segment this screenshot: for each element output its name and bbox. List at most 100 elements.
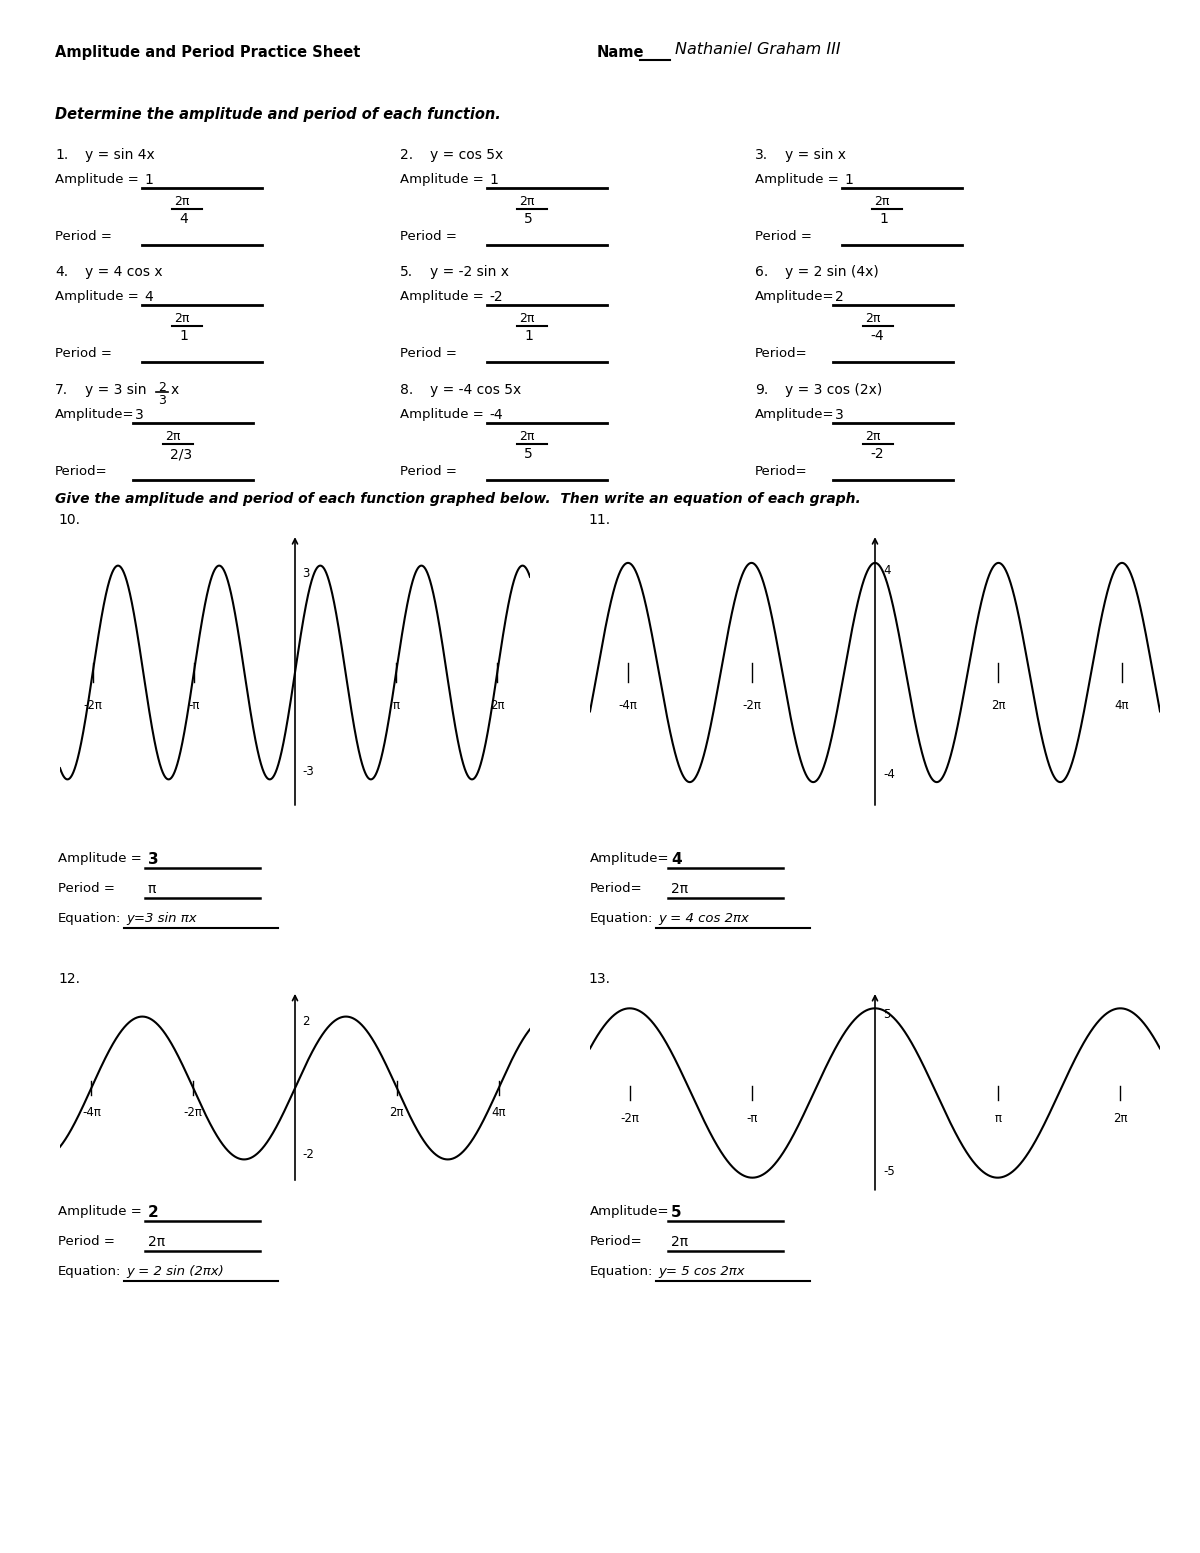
Text: 5.: 5.: [400, 266, 413, 280]
Text: 2.: 2.: [400, 148, 413, 162]
Text: 2π: 2π: [520, 196, 534, 208]
Text: 2: 2: [835, 290, 844, 304]
Text: Amplitude and Period Practice Sheet: Amplitude and Period Practice Sheet: [55, 45, 360, 61]
Text: 8.: 8.: [400, 384, 413, 398]
Text: 2π: 2π: [520, 312, 534, 325]
Text: 2π: 2π: [490, 699, 504, 711]
Text: -3: -3: [302, 766, 314, 778]
Text: Period=: Period=: [55, 464, 108, 478]
Text: 3: 3: [148, 853, 158, 867]
Text: Give the amplitude and period of each function graphed below.  Then write an equ: Give the amplitude and period of each fu…: [55, 492, 860, 506]
Text: 1: 1: [144, 172, 152, 186]
Text: 13.: 13.: [588, 972, 610, 986]
Text: Amplitude=: Amplitude=: [590, 853, 670, 865]
Text: 3: 3: [134, 408, 144, 422]
Text: -4: -4: [870, 329, 883, 343]
Text: 2π: 2π: [174, 312, 190, 325]
Text: 3: 3: [158, 394, 166, 407]
Text: 1.: 1.: [55, 148, 68, 162]
Text: Amplitude =: Amplitude =: [55, 172, 143, 186]
Text: 7.: 7.: [55, 384, 68, 398]
Text: 2π: 2π: [1114, 1112, 1128, 1126]
Text: 3: 3: [835, 408, 844, 422]
Text: Period =: Period =: [55, 230, 116, 242]
Text: Determine the amplitude and period of each function.: Determine the amplitude and period of ea…: [55, 107, 500, 123]
Text: -5: -5: [883, 1165, 895, 1179]
Text: Amplitude=: Amplitude=: [755, 408, 834, 421]
Text: Amplitude =: Amplitude =: [400, 290, 488, 303]
Text: y = 4 cos x: y = 4 cos x: [85, 266, 163, 280]
Text: Period =: Period =: [755, 230, 816, 242]
Text: -2π: -2π: [742, 699, 761, 711]
Text: Amplitude=: Amplitude=: [755, 290, 834, 303]
Text: 5: 5: [524, 213, 533, 227]
Text: 2π: 2π: [671, 882, 688, 896]
Text: y = sin 4x: y = sin 4x: [85, 148, 155, 162]
Text: -2: -2: [870, 447, 883, 461]
Text: 4: 4: [179, 213, 187, 227]
Text: 4.: 4.: [55, 266, 68, 280]
Text: Amplitude =: Amplitude =: [58, 1205, 146, 1218]
Text: 4: 4: [671, 853, 682, 867]
Text: 2π: 2π: [874, 196, 889, 208]
Text: 4: 4: [144, 290, 152, 304]
Text: Amplitude =: Amplitude =: [55, 290, 143, 303]
Text: Period =: Period =: [55, 346, 116, 360]
Text: Period =: Period =: [400, 230, 461, 242]
Text: 2: 2: [148, 1205, 158, 1221]
Text: y = 2 sin (4x): y = 2 sin (4x): [785, 266, 878, 280]
Text: Amplitude =: Amplitude =: [755, 172, 842, 186]
Text: 1: 1: [844, 172, 853, 186]
Text: Period=: Period=: [590, 882, 643, 895]
Text: -2: -2: [302, 1148, 314, 1162]
Text: Period=: Period=: [755, 346, 808, 360]
Text: y = 4 cos 2πx: y = 4 cos 2πx: [658, 912, 749, 926]
Text: Amplitude =: Amplitude =: [58, 853, 146, 865]
Text: Equation:: Equation:: [590, 1266, 653, 1278]
Text: -2π: -2π: [83, 699, 102, 711]
Text: 1: 1: [179, 329, 188, 343]
Text: 6.: 6.: [755, 266, 768, 280]
Text: Amplitude =: Amplitude =: [400, 172, 488, 186]
Text: Amplitude=: Amplitude=: [590, 1205, 670, 1218]
Text: x: x: [172, 384, 179, 398]
Text: 2π: 2π: [174, 196, 190, 208]
Text: π: π: [392, 699, 400, 711]
Text: Equation:: Equation:: [58, 1266, 121, 1278]
Text: 4π: 4π: [1115, 699, 1129, 711]
Text: Name: Name: [598, 45, 644, 61]
Text: Period=: Period=: [590, 1235, 643, 1249]
Text: 4: 4: [883, 564, 892, 578]
Text: Amplitude =: Amplitude =: [400, 408, 488, 421]
Text: 10.: 10.: [58, 512, 80, 526]
Text: -π: -π: [188, 699, 199, 711]
Text: -π: -π: [746, 1112, 758, 1126]
Text: Amplitude=: Amplitude=: [55, 408, 134, 421]
Text: 1: 1: [490, 172, 498, 186]
Text: 12.: 12.: [58, 972, 80, 986]
Text: π: π: [994, 1112, 1001, 1126]
Text: Equation:: Equation:: [590, 912, 653, 926]
Text: y = cos 5x: y = cos 5x: [430, 148, 503, 162]
Text: y = sin x: y = sin x: [785, 148, 846, 162]
Text: y= 5 cos 2πx: y= 5 cos 2πx: [658, 1266, 745, 1278]
Text: 2π: 2π: [390, 1106, 404, 1120]
Text: 3.: 3.: [755, 148, 768, 162]
Text: 2/3: 2/3: [170, 447, 192, 461]
Text: 3: 3: [302, 567, 310, 579]
Text: Period=: Period=: [755, 464, 808, 478]
Text: 11.: 11.: [588, 512, 610, 526]
Text: 1: 1: [524, 329, 533, 343]
Text: Period =: Period =: [58, 882, 119, 895]
Text: Period =: Period =: [400, 464, 461, 478]
Text: 2π: 2π: [166, 430, 180, 443]
Text: -4: -4: [883, 767, 895, 781]
Text: Period =: Period =: [400, 346, 461, 360]
Text: 5: 5: [883, 1008, 890, 1020]
Text: 2π: 2π: [520, 430, 534, 443]
Text: 5: 5: [524, 447, 533, 461]
Text: 1: 1: [878, 213, 888, 227]
Text: Period =: Period =: [58, 1235, 119, 1249]
Text: y = 2 sin (2πx): y = 2 sin (2πx): [126, 1266, 223, 1278]
Text: 4π: 4π: [492, 1106, 506, 1120]
